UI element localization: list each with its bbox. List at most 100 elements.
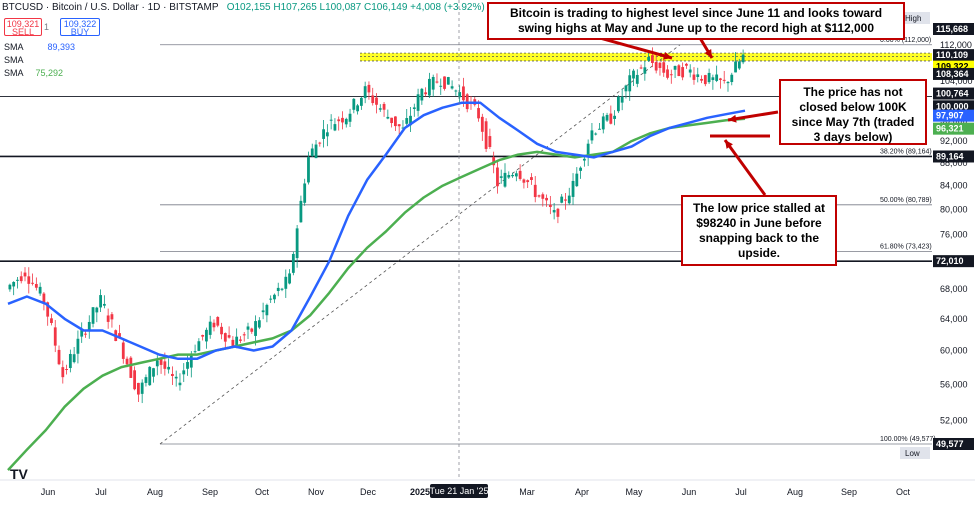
candle-body — [707, 72, 711, 83]
candle-body — [12, 281, 16, 287]
sell-button[interactable]: 109,321 SELL — [4, 18, 42, 37]
price-label-bg — [933, 255, 974, 268]
candle-body — [178, 382, 182, 386]
sma-100-legend[interactable]: SMA 89,393 — [4, 42, 76, 52]
candle-body — [291, 253, 295, 273]
sma-legend-hidden[interactable]: SMA — [4, 55, 24, 65]
price-label-bg — [933, 438, 974, 450]
candle-body — [235, 336, 239, 348]
chart-header: BTCUSD · Bitcoin / U.S. Dollar · 1D · BI… — [2, 2, 485, 13]
candle-body — [711, 77, 715, 81]
sma-200-legend[interactable]: SMA 75,292 — [4, 68, 64, 78]
candle-body — [533, 184, 537, 198]
candle-body — [488, 136, 492, 147]
x-tick-label: Jun — [682, 487, 697, 497]
candle-body — [72, 354, 76, 363]
arrow-bottom — [723, 139, 767, 196]
price-label-low: Low — [905, 449, 920, 458]
price-label: 109,322 — [936, 62, 969, 72]
candle-body — [598, 128, 601, 130]
candle-body — [628, 75, 632, 92]
candle-body — [439, 85, 443, 87]
arrow-right — [727, 110, 779, 122]
crosshair-date-bg — [430, 484, 488, 498]
y-tick-label: 56,000 — [940, 379, 968, 389]
candle-body — [46, 302, 50, 317]
candle-body — [68, 353, 72, 369]
x-tick-label: Jul — [95, 487, 107, 497]
buy-label: BUY — [70, 27, 90, 37]
candle-body — [503, 172, 507, 187]
price-label: 49,577 — [936, 439, 964, 449]
candle-body — [34, 283, 38, 288]
candle-body — [144, 377, 148, 383]
candle-body — [669, 74, 673, 76]
price-axis — [932, 0, 975, 505]
candle-body — [307, 157, 310, 183]
price-label-bg — [900, 447, 930, 459]
candle-body — [325, 132, 329, 137]
candle-body — [242, 334, 246, 336]
sma-100-value: 89,393 — [47, 42, 76, 52]
candle-body — [530, 177, 533, 180]
candle-body — [651, 55, 654, 63]
candle-body — [666, 69, 669, 78]
candle-body — [65, 369, 68, 371]
arrow-top-left — [599, 36, 673, 60]
candle-body — [159, 358, 163, 365]
candle-body — [545, 197, 548, 201]
candle-body — [428, 78, 431, 96]
candle-body — [658, 62, 662, 68]
candle-body — [692, 74, 696, 80]
candle-body — [522, 179, 526, 183]
price-label: 100,764 — [936, 89, 969, 99]
candle-body — [685, 63, 688, 66]
candle-body — [155, 360, 159, 367]
candle-body — [227, 335, 231, 338]
x-tick-label: Mar — [519, 487, 535, 497]
candle-body — [284, 276, 288, 289]
y-tick-label: 68,000 — [940, 284, 968, 294]
candle-body — [586, 143, 590, 158]
candle-body — [722, 79, 726, 81]
callout-bottom: The low price stalled at $98240 in June … — [681, 195, 837, 266]
x-tick-label: Aug — [147, 487, 163, 497]
candle-body — [620, 96, 624, 103]
tradingview-logo[interactable]: TV — [10, 466, 28, 482]
price-label: 89,164 — [936, 151, 964, 161]
candle-body — [231, 339, 235, 347]
symbol-title[interactable]: BTCUSD · Bitcoin / U.S. Dollar · 1D · BI… — [2, 2, 219, 13]
y-tick-label: 80,000 — [940, 205, 968, 215]
y-tick-label: 76,000 — [940, 230, 968, 240]
candle-body — [537, 195, 541, 197]
fib-level-label: 100.00% (49,577) — [880, 436, 936, 443]
candle-body — [635, 74, 639, 84]
candle-body — [152, 368, 155, 377]
candle-body — [80, 329, 84, 337]
y-tick-label: 64,000 — [940, 314, 968, 324]
candle-body — [269, 298, 273, 300]
price-label-bg — [933, 60, 974, 73]
candle-body — [677, 65, 681, 77]
candle-body — [53, 327, 57, 346]
x-tick-label: Jun — [41, 487, 56, 497]
candle-body — [174, 376, 178, 379]
candle-body — [548, 204, 552, 207]
candle-body — [526, 180, 530, 183]
candle-body — [375, 97, 378, 105]
sell-price: 109,321 — [6, 19, 40, 29]
candle-body — [193, 351, 197, 353]
x-tick-label: Jul — [735, 487, 747, 497]
candle-body — [303, 183, 307, 203]
candle-body — [8, 284, 12, 290]
candle-body — [359, 97, 363, 106]
candle-body — [348, 113, 352, 122]
price-label: 72,010 — [936, 256, 964, 266]
candle-body — [246, 326, 250, 330]
candle-body — [310, 148, 314, 157]
candle-body — [276, 287, 280, 292]
candle-body — [654, 62, 658, 71]
candle-body — [84, 333, 87, 335]
buy-button[interactable]: 109,322 BUY — [60, 18, 100, 37]
ohlc-readout: O102,155 H107,265 L100,087 C106,149 +4,0… — [226, 2, 485, 13]
